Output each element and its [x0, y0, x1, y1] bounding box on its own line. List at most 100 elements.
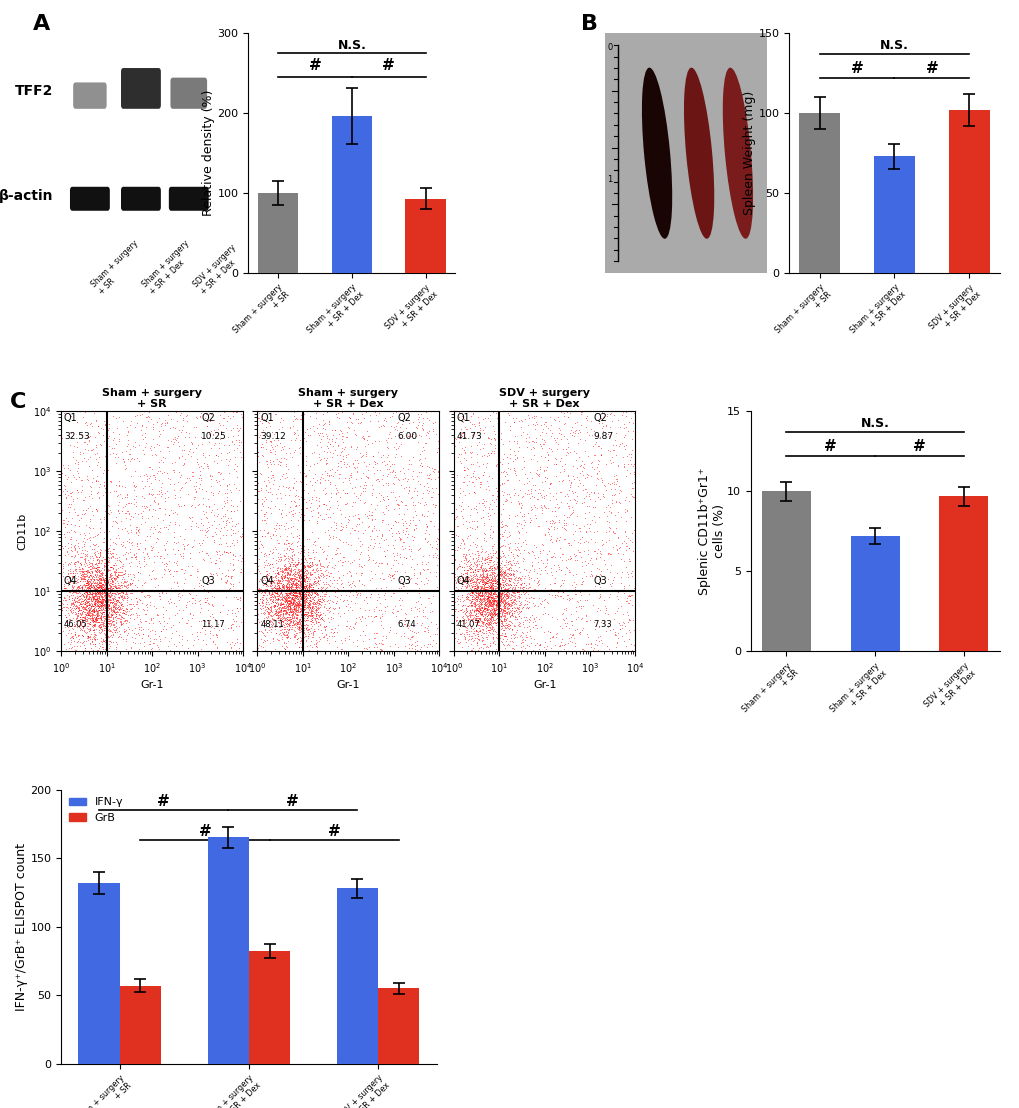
Point: [147, 470, 163, 488]
Point: [492, 582, 508, 599]
Point: [500, 538, 517, 556]
Point: [98, 571, 114, 588]
Point: [88, 630, 104, 648]
Point: [274, 595, 290, 613]
Point: [389, 495, 406, 513]
Point: [150, 576, 166, 594]
Point: [78, 586, 95, 604]
Point: [270, 589, 286, 607]
Point: [89, 612, 105, 629]
Point: [573, 417, 589, 434]
Point: [568, 516, 584, 534]
Point: [296, 594, 312, 612]
Point: [332, 521, 348, 538]
Point: [463, 611, 479, 628]
Point: [94, 636, 110, 654]
Point: [313, 438, 329, 455]
Point: [464, 566, 480, 584]
Point: [501, 572, 518, 589]
Point: [502, 560, 519, 577]
Point: [334, 450, 351, 468]
Point: [152, 587, 168, 605]
Point: [93, 570, 109, 587]
Point: [130, 599, 147, 617]
Point: [554, 440, 571, 458]
Point: [457, 614, 473, 632]
Point: [351, 572, 367, 589]
Point: [486, 555, 502, 573]
Point: [516, 452, 532, 470]
Point: [544, 627, 560, 645]
Point: [413, 417, 429, 434]
Point: [601, 563, 618, 581]
Point: [457, 550, 473, 567]
Point: [586, 483, 602, 501]
Point: [320, 602, 336, 619]
Point: [265, 574, 281, 592]
Point: [504, 547, 521, 565]
Point: [477, 458, 493, 475]
Point: [97, 582, 113, 599]
Point: [494, 591, 511, 608]
Point: [464, 597, 480, 615]
Point: [417, 555, 433, 573]
Point: [480, 562, 496, 579]
Point: [487, 596, 503, 614]
Point: [95, 581, 111, 598]
Point: [286, 588, 303, 606]
Point: [166, 529, 182, 546]
Point: [491, 538, 507, 556]
Point: [470, 597, 486, 615]
Point: [175, 455, 192, 473]
Point: [79, 576, 96, 594]
Point: [289, 593, 306, 611]
Point: [495, 608, 512, 626]
Point: [152, 417, 168, 434]
Point: [292, 574, 309, 592]
Point: [556, 521, 573, 538]
Point: [55, 622, 71, 639]
Point: [519, 438, 535, 455]
Point: [263, 582, 279, 599]
Point: [119, 576, 136, 594]
Point: [310, 589, 326, 607]
Point: [316, 583, 332, 601]
Point: [256, 411, 272, 429]
Point: [280, 615, 297, 633]
Point: [181, 544, 198, 562]
Point: [283, 608, 300, 626]
Point: [94, 634, 110, 652]
Point: [70, 464, 87, 482]
Point: [499, 567, 516, 585]
Point: [480, 578, 496, 596]
Point: [358, 445, 374, 463]
Point: [89, 576, 105, 594]
Point: [352, 414, 368, 432]
Point: [489, 452, 505, 470]
Point: [292, 623, 309, 640]
Point: [422, 563, 438, 581]
Point: [194, 619, 210, 637]
Point: [475, 568, 491, 586]
Point: [262, 577, 278, 595]
Point: [228, 599, 245, 617]
Point: [583, 635, 599, 653]
Point: [322, 598, 338, 616]
Point: [556, 488, 573, 505]
Point: [104, 606, 120, 624]
Point: [185, 419, 202, 437]
Point: [106, 591, 122, 608]
Point: [559, 534, 576, 552]
Point: [545, 429, 561, 447]
Point: [298, 577, 314, 595]
Point: [451, 571, 468, 588]
Point: [465, 594, 481, 612]
Point: [272, 618, 288, 636]
Point: [495, 582, 512, 599]
Point: [511, 542, 527, 560]
Point: [339, 423, 356, 441]
Point: [275, 616, 291, 634]
Point: [143, 611, 159, 628]
Point: [457, 618, 473, 636]
Point: [521, 617, 537, 635]
